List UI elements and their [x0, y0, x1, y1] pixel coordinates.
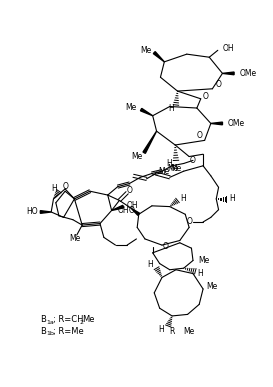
Text: O: O: [62, 182, 68, 191]
Text: B: B: [40, 315, 46, 324]
Text: O: O: [129, 206, 135, 215]
Text: OMe: OMe: [228, 119, 245, 128]
Text: B: B: [40, 327, 46, 336]
Text: Me: Me: [140, 46, 151, 55]
Text: H: H: [168, 104, 174, 113]
Text: Me: Me: [131, 152, 143, 161]
Text: Me: Me: [82, 315, 95, 324]
Text: 1b: 1b: [46, 331, 54, 336]
Text: Me: Me: [167, 164, 179, 173]
Text: O: O: [186, 217, 192, 226]
Text: Me: Me: [198, 256, 210, 265]
Text: H: H: [166, 159, 172, 168]
Text: OH: OH: [118, 206, 129, 215]
Polygon shape: [222, 72, 234, 75]
Text: Me: Me: [125, 103, 136, 112]
Polygon shape: [143, 131, 157, 153]
Text: OH: OH: [222, 44, 234, 53]
Text: O: O: [196, 131, 202, 140]
Text: O: O: [190, 156, 196, 165]
Text: ; R=CH: ; R=CH: [53, 315, 83, 324]
Text: O: O: [203, 92, 209, 101]
Text: O: O: [216, 80, 221, 89]
Text: 1a: 1a: [46, 320, 54, 325]
Text: HO: HO: [26, 207, 38, 216]
Text: Me: Me: [184, 327, 195, 336]
Text: ; R=Me: ; R=Me: [53, 327, 84, 336]
Text: Me: Me: [69, 235, 80, 243]
Text: R: R: [169, 327, 175, 336]
Polygon shape: [211, 122, 222, 125]
Polygon shape: [153, 51, 164, 62]
Text: O: O: [163, 242, 169, 251]
Text: H: H: [51, 184, 57, 194]
Text: H: H: [180, 194, 186, 203]
Text: H: H: [229, 194, 235, 204]
Text: H: H: [159, 325, 164, 334]
Text: Me: Me: [170, 164, 181, 173]
Polygon shape: [112, 205, 124, 211]
Polygon shape: [40, 211, 51, 213]
Text: Me: Me: [159, 168, 170, 176]
Text: 2: 2: [79, 320, 83, 325]
Polygon shape: [140, 108, 153, 116]
Text: H: H: [197, 269, 203, 278]
Text: OH: OH: [126, 200, 138, 209]
Text: O: O: [126, 186, 132, 195]
Text: OMe: OMe: [239, 69, 257, 78]
Text: Me: Me: [206, 282, 217, 291]
Polygon shape: [131, 208, 140, 215]
Text: H: H: [148, 260, 153, 269]
